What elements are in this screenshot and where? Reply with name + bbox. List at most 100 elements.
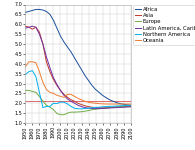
Northern America xyxy=(80,108,83,110)
Northern America xyxy=(84,108,86,109)
Northern America xyxy=(91,107,93,109)
Oceania xyxy=(101,103,104,105)
Northern America xyxy=(28,71,30,73)
Asia xyxy=(31,28,34,30)
Oceania xyxy=(49,92,51,93)
Latin America, Caribbean xyxy=(42,43,44,45)
Oceania xyxy=(119,103,121,105)
Oceania xyxy=(70,93,72,95)
Northern America xyxy=(49,105,51,107)
Africa xyxy=(98,92,100,93)
Oceania xyxy=(115,103,118,105)
Asia xyxy=(84,105,86,107)
Europe xyxy=(45,104,48,106)
Latin America, Caribbean xyxy=(84,107,86,108)
Oceania xyxy=(77,97,79,99)
Asia xyxy=(80,104,83,106)
Latin America, Caribbean xyxy=(52,77,55,78)
Latin America, Caribbean xyxy=(70,100,72,102)
Africa xyxy=(105,97,107,99)
Northern America xyxy=(87,107,90,109)
Europe xyxy=(105,107,107,109)
Europe xyxy=(91,109,93,111)
Oceania xyxy=(56,94,58,96)
Latin America, Caribbean xyxy=(45,56,48,58)
Asia xyxy=(91,106,93,108)
Europe xyxy=(31,90,34,92)
Oceania xyxy=(84,100,86,102)
Northern America xyxy=(35,76,37,78)
Europe xyxy=(73,111,76,113)
Northern America xyxy=(126,105,128,106)
Latin America, Caribbean xyxy=(66,98,69,100)
Northern America xyxy=(42,107,44,108)
Line: Europe: Europe xyxy=(25,90,131,115)
Asia xyxy=(115,106,118,108)
Northern America xyxy=(45,105,48,107)
Europe xyxy=(80,111,83,113)
Africa xyxy=(80,69,83,70)
Africa xyxy=(73,57,76,59)
Europe xyxy=(24,90,27,91)
Europe xyxy=(35,92,37,93)
Oceania xyxy=(105,103,107,105)
Line: Asia: Asia xyxy=(25,26,131,108)
Northern America xyxy=(70,105,72,107)
Northern America xyxy=(105,106,107,108)
Africa xyxy=(122,103,125,105)
Africa xyxy=(101,94,104,96)
Europe xyxy=(66,112,69,114)
Oceania xyxy=(38,71,41,73)
Asia xyxy=(101,107,104,109)
Europe xyxy=(84,110,86,112)
Asia xyxy=(119,106,121,108)
Northern America xyxy=(52,102,55,104)
Oceania xyxy=(66,93,69,95)
Northern America xyxy=(115,105,118,107)
Europe xyxy=(94,108,97,110)
Asia xyxy=(35,26,37,28)
Oceania xyxy=(91,102,93,104)
Oceania xyxy=(98,103,100,105)
Oceania xyxy=(73,95,76,97)
Oceania xyxy=(129,103,132,105)
Europe xyxy=(115,106,118,108)
Asia xyxy=(24,25,27,27)
Asia xyxy=(94,107,97,108)
Oceania xyxy=(31,61,34,63)
Northern America xyxy=(108,105,111,107)
Line: Africa: Africa xyxy=(25,9,131,105)
Northern America xyxy=(56,103,58,105)
Northern America xyxy=(119,105,121,107)
Oceania xyxy=(112,103,114,105)
Latin America, Caribbean xyxy=(28,26,30,28)
Northern America xyxy=(101,106,104,108)
Europe xyxy=(42,100,44,102)
Asia xyxy=(122,106,125,108)
Latin America, Caribbean xyxy=(126,106,128,108)
Latin America, Caribbean xyxy=(94,108,97,109)
Africa xyxy=(126,104,128,106)
Africa xyxy=(31,9,34,11)
Africa xyxy=(129,104,132,106)
Oceania xyxy=(63,96,65,98)
Latin America, Caribbean xyxy=(80,106,83,108)
Africa xyxy=(63,41,65,43)
Northern America xyxy=(63,101,65,103)
Africa xyxy=(94,88,97,90)
Europe xyxy=(126,105,128,107)
Northern America xyxy=(98,106,100,108)
Latin America, Caribbean xyxy=(38,33,41,35)
Latin America, Caribbean xyxy=(77,104,79,106)
Africa xyxy=(108,99,111,101)
Oceania xyxy=(122,103,125,105)
Latin America, Caribbean xyxy=(63,94,65,96)
Oceania xyxy=(24,66,27,68)
Asia xyxy=(28,26,30,28)
Africa xyxy=(24,12,27,13)
Europe xyxy=(87,110,90,111)
Oceania xyxy=(45,88,48,90)
Asia xyxy=(66,96,69,98)
Africa xyxy=(84,75,86,76)
Oceania xyxy=(42,82,44,83)
